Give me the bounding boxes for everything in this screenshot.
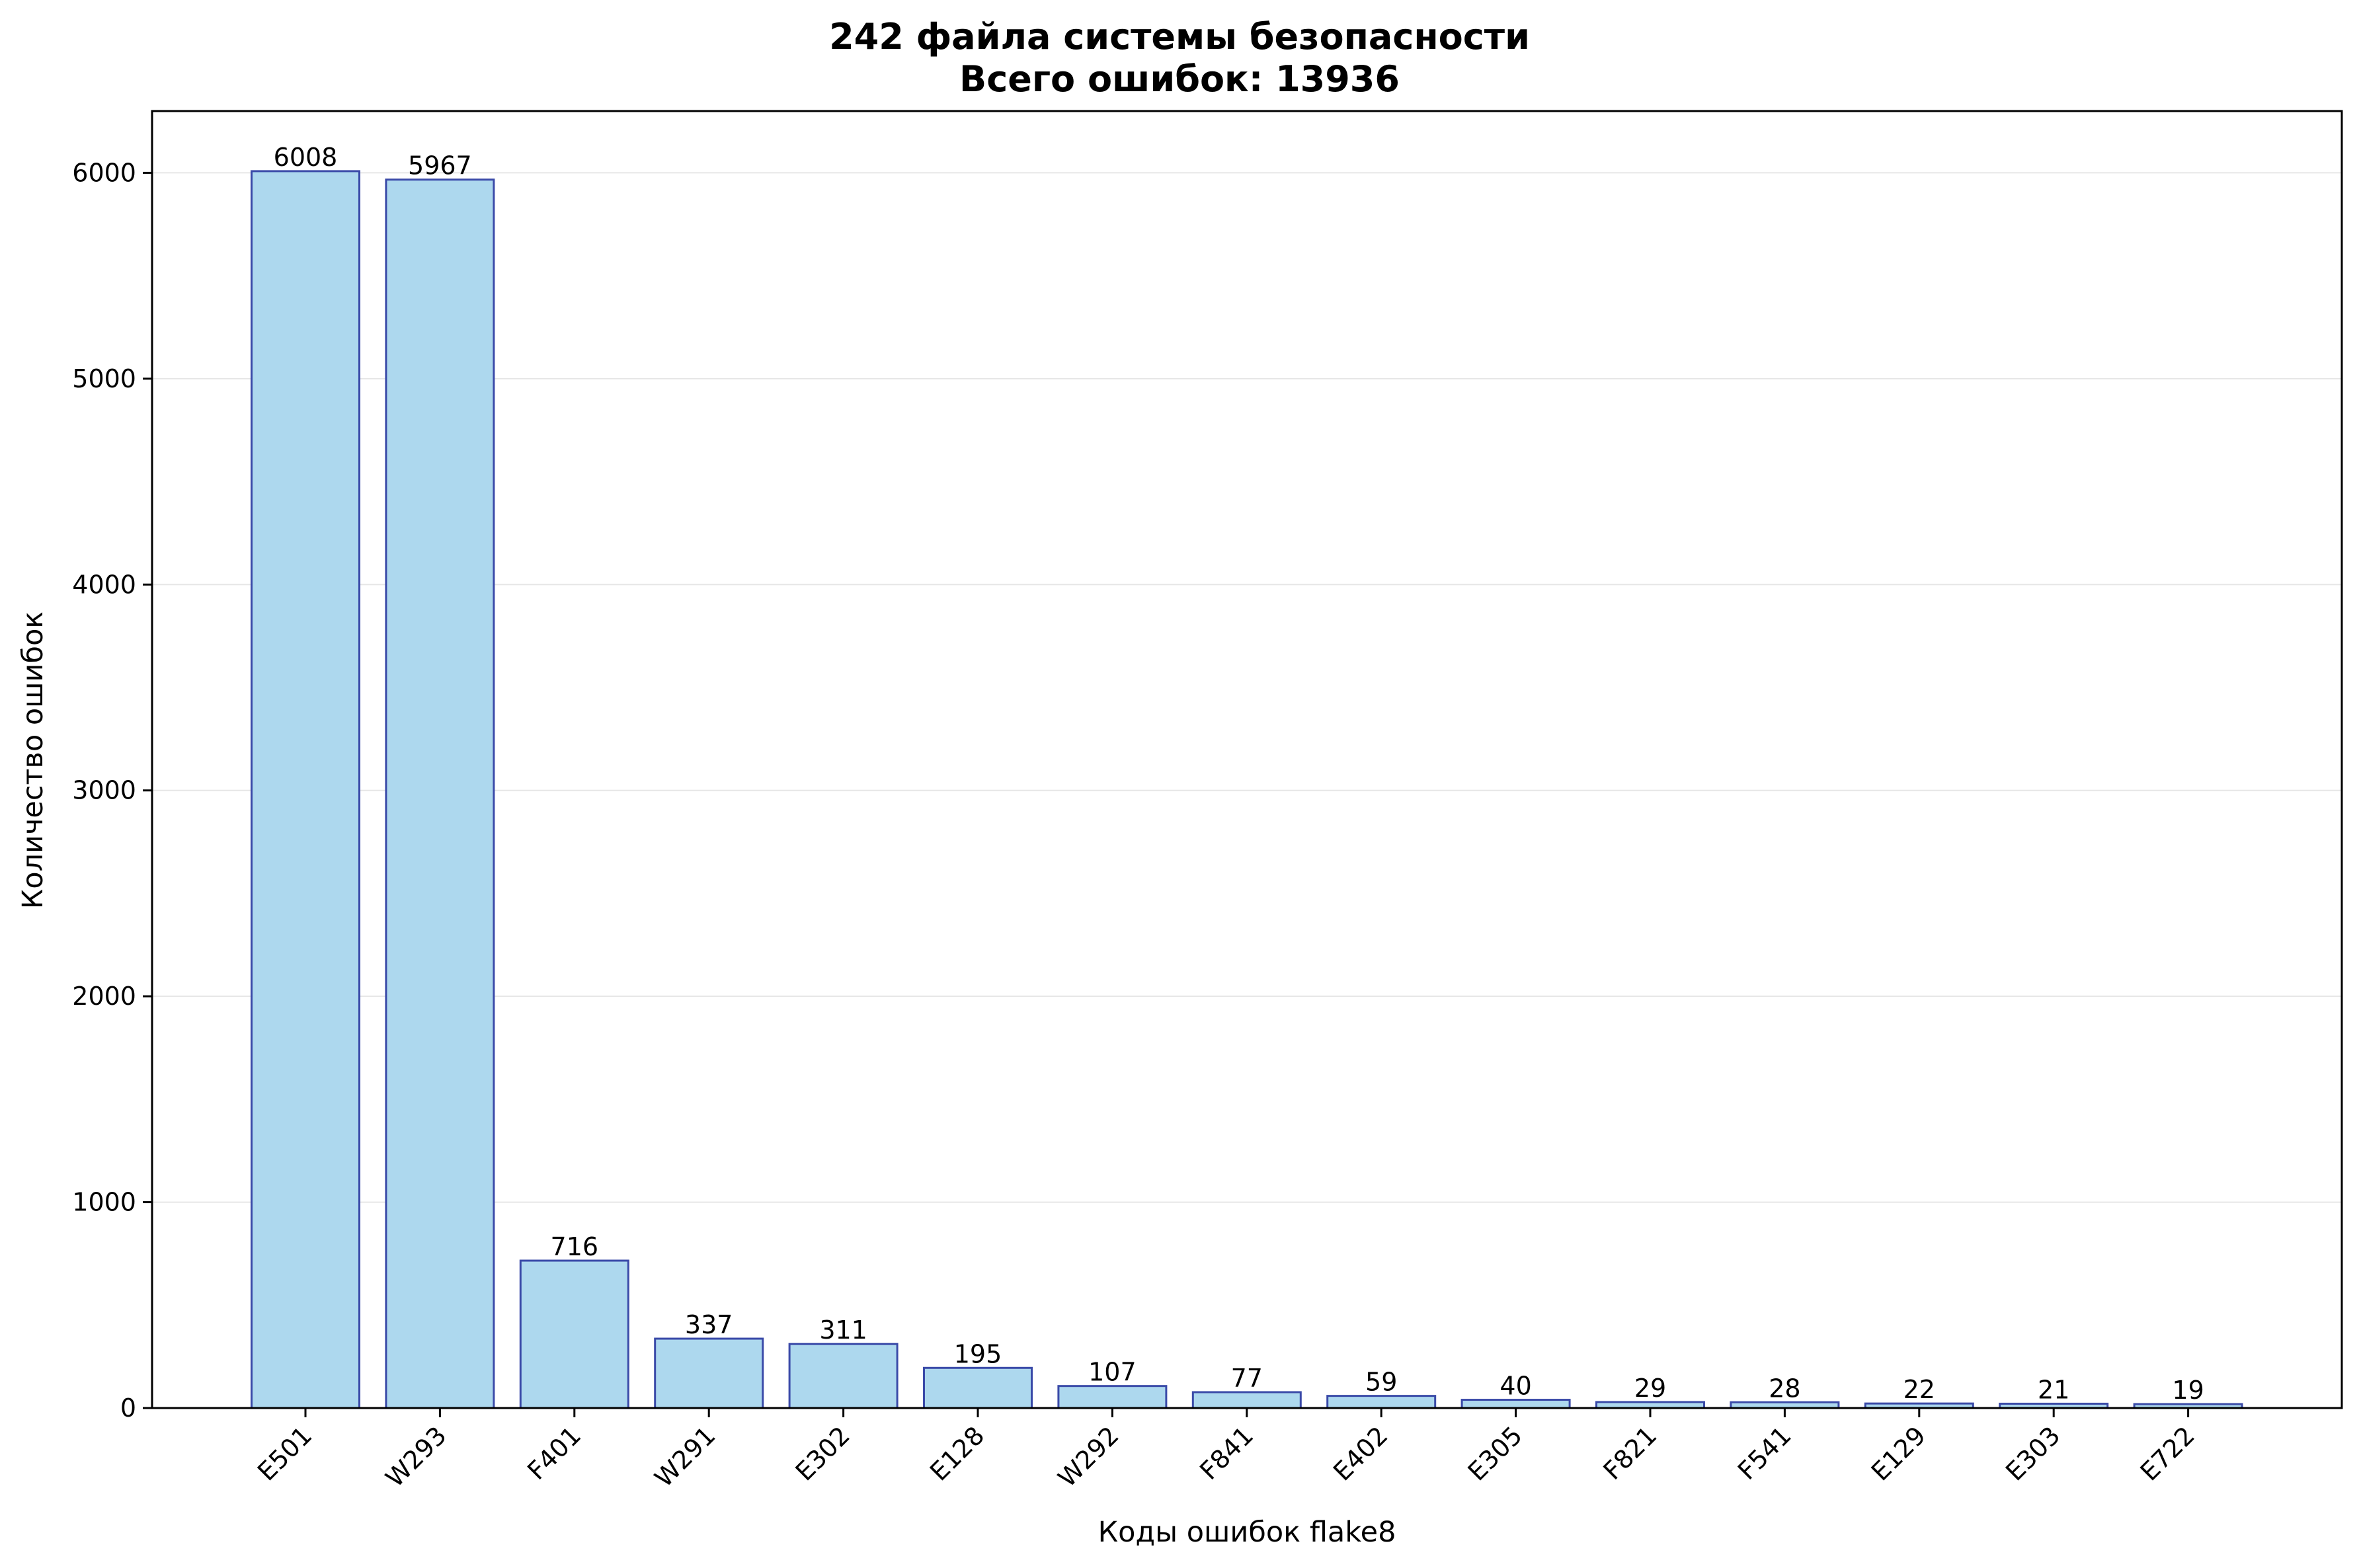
x-tick-label: W293 — [380, 1421, 452, 1493]
x-tick-label: E722 — [2135, 1421, 2200, 1486]
data-label-w293: 5967 — [408, 151, 472, 180]
y-tick-label: 6000 — [72, 158, 136, 187]
bar-f841 — [1191, 1391, 1302, 1409]
y-axis-ticks: 0 1000 2000 3000 4000 5000 6000 — [72, 158, 152, 1423]
x-axis-ticks: E501 W293 F401 W291 E302 E128 W292 F841 E402 E305… — [252, 1408, 2200, 1493]
x-tick-label: F541 — [1732, 1421, 1797, 1485]
x-tick-label: F841 — [1194, 1421, 1259, 1485]
chart-title: 242 файла системы безопасности — [829, 16, 1530, 58]
y-tick-label: 0 — [120, 1393, 136, 1423]
x-tick-label: W292 — [1053, 1421, 1125, 1493]
bar-e305 — [1460, 1399, 1571, 1409]
data-label-e305: 40 — [1499, 1372, 1531, 1401]
x-tick-label: E128 — [924, 1421, 990, 1486]
data-label-e302: 311 — [819, 1315, 867, 1345]
x-tick-label: E303 — [2000, 1421, 2065, 1486]
value-labels: 6008 5967 716 337 311 195 107 77 59 40 29 28 22 21 19 — [274, 143, 2204, 1405]
data-label-e501: 6008 — [274, 143, 338, 172]
data-label-f841: 77 — [1231, 1364, 1263, 1393]
bar-w293 — [385, 178, 495, 1409]
bar-e128 — [923, 1366, 1033, 1409]
x-tick-label: F401 — [522, 1421, 586, 1485]
bar-w291 — [654, 1337, 764, 1409]
x-tick-label: E305 — [1462, 1421, 1528, 1486]
y-tick-label: 2000 — [72, 982, 136, 1011]
data-label-e303: 21 — [2038, 1375, 2069, 1404]
bar-e402 — [1326, 1395, 1437, 1409]
grid-lines — [152, 172, 2342, 1203]
chart-subtitle: Всего ошибок: 13936 — [959, 58, 1400, 100]
y-axis-label: Количество ошибок — [17, 611, 50, 910]
bar-w292 — [1057, 1385, 1168, 1409]
data-label-w292: 107 — [1088, 1358, 1137, 1387]
bar-f401 — [519, 1259, 629, 1409]
data-label-w291: 337 — [685, 1310, 733, 1339]
x-tick-label: E302 — [790, 1421, 856, 1486]
bar-e302 — [788, 1343, 899, 1409]
x-tick-label: E501 — [252, 1421, 317, 1486]
x-tick-label: E402 — [1328, 1421, 1393, 1486]
data-label-e128: 195 — [954, 1339, 1002, 1368]
y-tick-label: 5000 — [72, 364, 136, 393]
bar-e501 — [251, 170, 360, 1409]
data-label-f821: 29 — [1634, 1374, 1666, 1403]
data-label-f401: 716 — [551, 1232, 599, 1261]
x-tick-label: F821 — [1598, 1421, 1663, 1485]
y-tick-label: 1000 — [72, 1188, 136, 1217]
data-label-e402: 59 — [1365, 1368, 1397, 1397]
data-label-f541: 28 — [1769, 1374, 1800, 1403]
plot-frame — [151, 110, 2343, 1409]
bars — [251, 170, 2243, 1409]
y-tick-label: 4000 — [72, 570, 136, 599]
x-axis-label: Коды ошибок flake8 — [1098, 1516, 1396, 1549]
x-tick-label: E129 — [1866, 1421, 1931, 1486]
data-label-e129: 22 — [1903, 1375, 1935, 1404]
y-tick-label: 3000 — [72, 776, 136, 805]
data-label-e722: 19 — [2172, 1376, 2204, 1405]
x-tick-label: W291 — [649, 1421, 721, 1493]
